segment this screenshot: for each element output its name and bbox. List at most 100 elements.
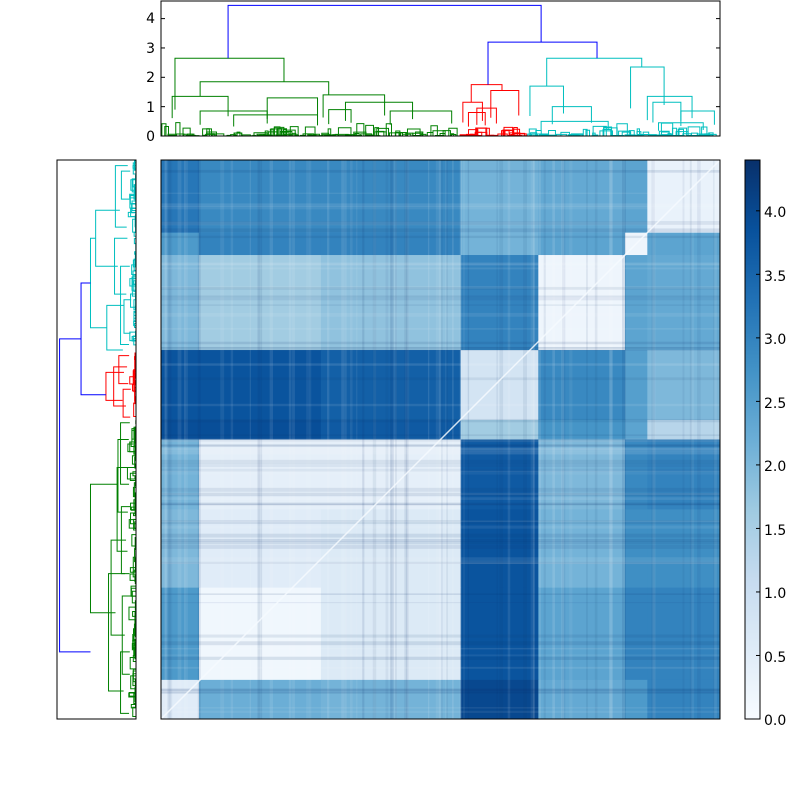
- heatmap-block: [624, 255, 648, 351]
- heatmap-block: [199, 509, 322, 589]
- dendrogram-link-root: [227, 4, 542, 59]
- heatmap-texture-row: [161, 689, 720, 693]
- heatmap-texture-row: [161, 347, 720, 349]
- dendrogram-link: [129, 193, 136, 199]
- heatmap-texture-column: [713, 160, 715, 719]
- heatmap-block: [161, 160, 200, 234]
- colorbar-tick-label: 3.0: [764, 332, 786, 348]
- heatmap-frame: [160, 159, 721, 720]
- top-dendrogram-ytick-labels: 0 1 2 3 4: [146, 11, 155, 145]
- heatmap-texture-row: [161, 538, 720, 542]
- heatmap-texture-column: [269, 160, 273, 719]
- dendrogram-link: [132, 610, 136, 617]
- heatmap-texture-column: [341, 160, 345, 719]
- heatmap-texture-row: [161, 286, 720, 289]
- dendrogram-link: [132, 673, 136, 687]
- dendrogram-link: [628, 130, 635, 136]
- heatmap-texture-column: [390, 160, 393, 719]
- dendrogram-link: [690, 132, 699, 136]
- colorbar-tick-label: 2.0: [764, 459, 786, 475]
- dendrogram-link: [131, 276, 136, 291]
- heatmap-texture-row: [161, 503, 720, 506]
- dendrogram-link: [233, 114, 319, 127]
- colorbar-tick-labels: 0.0 0.5 1.0 1.5 2.0 2.5 3.0 3.5 4.0: [764, 205, 786, 729]
- heatmap-texture-row: [161, 502, 720, 506]
- heatmap-texture-row: [161, 707, 720, 709]
- heatmap-texture-row: [161, 492, 720, 497]
- heatmap-texture-column: [327, 160, 330, 719]
- heatmap-texture-column: [292, 160, 295, 719]
- heatmap-block: [538, 232, 626, 256]
- dendrogram-link: [420, 133, 427, 136]
- dendrogram-link: [131, 264, 136, 275]
- dendrogram-link: [131, 200, 136, 211]
- dendrogram-link: [133, 623, 136, 636]
- heatmap-block: [460, 255, 539, 351]
- dendrogram-link: [114, 165, 128, 228]
- heatmap-texture-row: [161, 267, 720, 270]
- dendrogram-link: [582, 128, 588, 136]
- heatmap-texture-column: [395, 160, 397, 719]
- dendrogram-link: [475, 127, 488, 136]
- dendrogram-link: [129, 194, 136, 205]
- heatmap-texture-row: [161, 545, 720, 549]
- dendrogram-link: [130, 704, 136, 709]
- ytick-label: 0: [146, 129, 155, 145]
- dendrogram-link: [468, 129, 479, 136]
- dendrogram-link: [122, 388, 131, 418]
- heatmap-texture-column: [690, 160, 695, 719]
- heatmap-texture-column: [184, 160, 186, 719]
- heatmap-block: [199, 160, 322, 234]
- heatmap-block: [538, 350, 626, 421]
- dendrogram-link: [134, 387, 136, 402]
- heatmap-texture-row: [161, 492, 720, 496]
- dendrogram-link: [134, 356, 136, 361]
- heatmap-texture-row: [161, 221, 720, 225]
- heatmap-texture-column: [507, 160, 511, 719]
- heatmap-texture-column: [441, 160, 443, 719]
- heatmap-block: [161, 587, 200, 681]
- heatmap-texture-row: [161, 541, 720, 545]
- heatmap-texture-row: [161, 557, 720, 562]
- top-dendrogram-panel: [161, 1, 720, 136]
- heatmap-texture-row: [161, 447, 720, 450]
- dendrogram-link: [174, 57, 285, 110]
- heatmap-texture-row: [161, 286, 720, 290]
- dendrogram-link: [389, 110, 453, 125]
- heatmap-block: [320, 509, 462, 589]
- heatmap-texture-row: [161, 463, 720, 468]
- dendrogram-link: [327, 128, 332, 136]
- heatmap-texture-column: [467, 160, 470, 719]
- heatmap-texture-column: [697, 160, 701, 719]
- dendrogram-link: [134, 475, 136, 479]
- dendrogram-link: [132, 706, 136, 718]
- heatmap-texture-column: [168, 160, 173, 719]
- heatmap-block: [320, 160, 462, 234]
- heatmap-texture-row: [161, 304, 720, 306]
- dendrogram-link: [133, 317, 136, 322]
- heatmap-texture-column: [164, 160, 168, 719]
- dendrogram-link: [132, 275, 136, 280]
- dendrogram-link: [121, 595, 131, 675]
- heatmap-texture-column: [452, 160, 454, 719]
- dendrogram-link: [630, 66, 665, 109]
- dendrogram-link: [326, 134, 333, 136]
- dendrogram-link: [134, 368, 136, 378]
- dendrogram-link: [514, 133, 527, 136]
- dendrogram-link: [275, 134, 286, 136]
- dendrogram-link: [132, 556, 136, 571]
- heatmap-block: [320, 587, 462, 681]
- heatmap-texture-column: [197, 160, 201, 719]
- heatmap-texture-row: [161, 666, 720, 669]
- dendrogram-link: [385, 123, 393, 136]
- dendrogram-link: [130, 179, 136, 191]
- dendrogram-link: [133, 402, 136, 417]
- heatmap-block: [161, 232, 200, 256]
- heatmap-texture-column: [344, 160, 347, 719]
- heatmap-block: [199, 419, 322, 440]
- dendrogram-link: [687, 126, 701, 136]
- dendrogram-link: [118, 355, 130, 385]
- heatmap-texture-column: [594, 160, 598, 719]
- heatmap-block: [538, 160, 626, 234]
- heatmap-texture-row: [161, 634, 720, 638]
